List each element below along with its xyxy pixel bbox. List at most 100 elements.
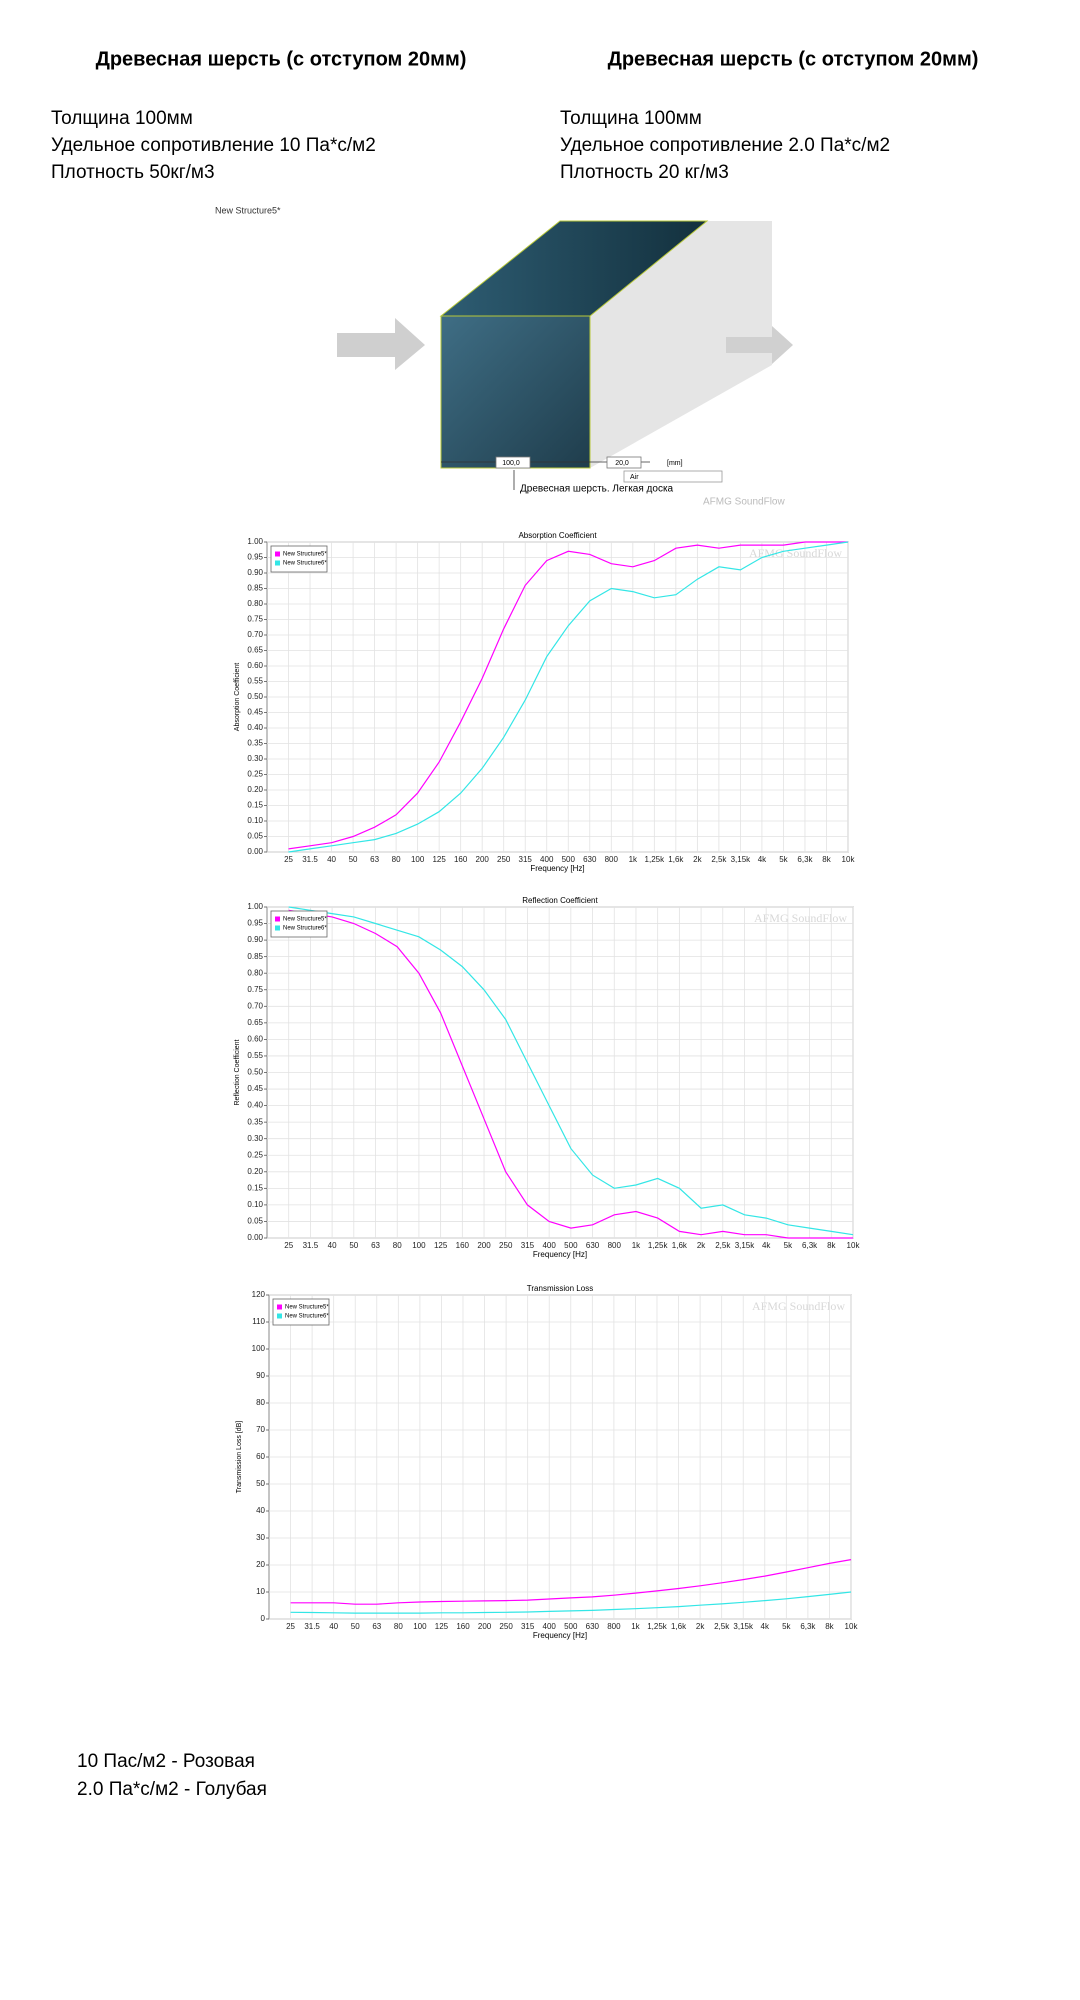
- legend-label: New Structure5*: [283, 917, 327, 923]
- gap-value: 20,0: [615, 460, 629, 467]
- y-axis-label: Absorption Coefficient: [234, 663, 241, 731]
- x-tick-label: 5k: [782, 1622, 791, 1631]
- y-tick-label: 0.15: [247, 1183, 263, 1192]
- y-tick-label: 0.65: [247, 646, 263, 655]
- x-tick-label: 1k: [629, 855, 638, 864]
- y-tick-label: 110: [252, 1317, 265, 1326]
- x-tick-label: 25: [284, 855, 293, 864]
- x-tick-label: 31.5: [302, 855, 318, 864]
- series-line: [288, 906, 854, 1236]
- x-tick-label: 5k: [784, 1241, 793, 1250]
- chart: Absorption Coefficient AFMG SoundFlow 25 31…: [234, 531, 856, 873]
- y-tick-label: 50: [256, 1479, 265, 1488]
- x-tick-label: 250: [499, 1622, 513, 1631]
- x-tick-label: 8k: [825, 1622, 834, 1631]
- y-tick-label: 0.65: [247, 1018, 263, 1027]
- x-tick-label: 630: [586, 1241, 600, 1250]
- chart-title: Absorption Coefficient: [518, 531, 597, 540]
- y-tick-label: 0.60: [247, 1035, 263, 1044]
- x-tick-label: 6,3k: [802, 1241, 818, 1250]
- column-line: Толщина 100мм: [51, 108, 193, 129]
- series-line: [288, 541, 848, 850]
- y-tick-label: 0.75: [247, 615, 263, 624]
- x-tick-label: 500: [562, 855, 576, 864]
- legend: New Structure5* New Structure6*: [272, 1298, 330, 1326]
- x-tick-label: 100: [411, 855, 425, 864]
- series-line: [288, 541, 849, 853]
- y-tick-label: 0.60: [247, 661, 263, 670]
- y-tick-label: 1.00: [247, 537, 263, 546]
- air-gap: [590, 221, 772, 468]
- x-tick-label: 50: [349, 855, 358, 864]
- x-tick-label: 160: [456, 1241, 470, 1250]
- thickness-value: 100,0: [502, 460, 520, 467]
- structure-name: New Structure5*: [215, 205, 281, 215]
- y-tick-label: 120: [252, 1290, 266, 1299]
- y-tick-label: 0.85: [247, 584, 263, 593]
- legend-swatch: [275, 560, 280, 566]
- y-tick-label: 0.70: [247, 630, 263, 639]
- y-tick-label: 40: [256, 1506, 265, 1515]
- x-tick-label: 800: [608, 1241, 622, 1250]
- x-tick-label: 40: [327, 855, 336, 864]
- x-tick-label: 800: [605, 855, 619, 864]
- y-tick-label: 0.90: [247, 935, 263, 944]
- watermark: AFMG SoundFlow: [703, 497, 785, 508]
- y-tick-label: 0.55: [247, 1051, 263, 1060]
- x-tick-label: 125: [432, 855, 446, 864]
- y-tick-label: 0.00: [247, 1233, 263, 1242]
- x-tick-label: 40: [329, 1622, 338, 1631]
- x-tick-label: 315: [521, 1241, 535, 1250]
- y-tick-label: 0.95: [247, 919, 263, 928]
- legend-box: [270, 545, 328, 573]
- series-line: [290, 1591, 852, 1614]
- structure-diagram: New Structure5* 100,0 20,0 [mm] Air Древ…: [215, 205, 793, 508]
- chart: Reflection Coefficient AFMG SoundFlow 25 31…: [234, 896, 861, 1259]
- x-tick-label: 80: [392, 855, 401, 864]
- legend-swatch: [275, 916, 280, 922]
- x-tick-label: 1,6k: [671, 1622, 687, 1631]
- y-tick-label: 100: [252, 1344, 266, 1353]
- y-tick-label: 0.25: [247, 1150, 263, 1159]
- y-tick-label: 0.90: [247, 568, 263, 577]
- y-tick-label: 0.75: [247, 985, 263, 994]
- legend-box: [272, 1298, 330, 1326]
- column-line: Толщина 100мм: [560, 108, 702, 129]
- x-tick-label: 1k: [631, 1622, 640, 1631]
- y-axis-label: Reflection Coefficient: [234, 1039, 241, 1105]
- y-tick-label: 80: [256, 1398, 265, 1407]
- y-tick-label: 20: [256, 1560, 265, 1569]
- y-tick-label: 90: [256, 1371, 265, 1380]
- x-tick-label: 4k: [758, 855, 767, 864]
- y-tick-label: 1.00: [247, 902, 263, 911]
- x-tick-label: 31.5: [303, 1241, 319, 1250]
- y-tick-label: 0.55: [247, 677, 263, 686]
- gap-material-select: [623, 470, 723, 483]
- x-tick-label: 100: [412, 1241, 426, 1250]
- y-tick-label: 10: [256, 1587, 265, 1596]
- y-tick-label: 60: [256, 1452, 265, 1461]
- note: 2.0 Па*с/м2 - Голубая: [77, 1779, 267, 1800]
- legend: New Structure5* New Structure6*: [270, 545, 328, 573]
- x-tick-label: 4k: [762, 1241, 771, 1250]
- y-tick-label: 0.10: [247, 816, 263, 825]
- x-tick-label: 10k: [842, 855, 856, 864]
- column-title: Древесная шерсть (с отступом 20мм): [96, 48, 467, 70]
- watermark: AFMG SoundFlow: [749, 546, 842, 560]
- x-tick-label: 500: [564, 1622, 578, 1631]
- chart: Transmission Loss AFMG SoundFlow 25 31.5 40 5…: [236, 1284, 859, 1640]
- series-line: [290, 1559, 852, 1605]
- y-tick-label: 0.15: [247, 801, 263, 810]
- legend-label: New Structure5*: [283, 552, 327, 558]
- y-tick-label: 0.35: [247, 739, 263, 748]
- x-tick-label: 2,5k: [711, 855, 727, 864]
- layer-front: [440, 315, 591, 469]
- y-tick-label: 0.05: [247, 1217, 263, 1226]
- gap-field: [606, 456, 642, 469]
- x-tick-label: 3,15k: [735, 1241, 756, 1250]
- y-tick-label: 0.80: [247, 599, 263, 608]
- y-tick-label: 0.50: [247, 692, 263, 701]
- x-tick-label: 1,25k: [647, 1622, 668, 1631]
- x-tick-label: 125: [435, 1622, 449, 1631]
